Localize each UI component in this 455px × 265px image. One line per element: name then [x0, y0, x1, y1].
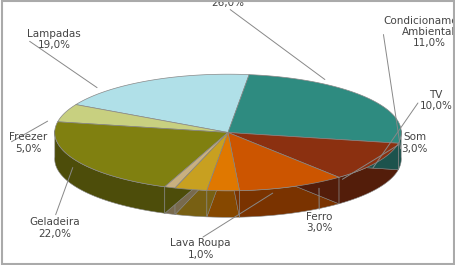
Polygon shape: [228, 132, 398, 170]
Polygon shape: [175, 132, 228, 214]
Text: Som
3,0%: Som 3,0%: [400, 132, 427, 154]
Polygon shape: [338, 143, 398, 204]
Polygon shape: [175, 188, 207, 217]
Polygon shape: [239, 177, 338, 217]
Polygon shape: [55, 122, 228, 187]
Text: Geladeira
22,0%: Geladeira 22,0%: [29, 217, 80, 238]
Text: Ferro
3,0%: Ferro 3,0%: [305, 212, 332, 233]
Polygon shape: [207, 132, 228, 217]
Polygon shape: [228, 75, 400, 143]
Polygon shape: [228, 132, 338, 204]
Polygon shape: [207, 132, 228, 217]
Text: Freezer
5,0%: Freezer 5,0%: [9, 132, 47, 154]
Text: Lampadas
19,0%: Lampadas 19,0%: [27, 29, 81, 50]
Polygon shape: [55, 131, 164, 213]
Polygon shape: [228, 132, 338, 204]
Text: Chuveiro
26,0%: Chuveiro 26,0%: [204, 0, 251, 8]
Polygon shape: [228, 132, 398, 177]
Polygon shape: [164, 187, 175, 214]
Polygon shape: [398, 130, 400, 170]
Polygon shape: [228, 132, 398, 170]
Polygon shape: [228, 132, 239, 217]
Polygon shape: [207, 132, 239, 191]
Text: Condicionamento
Ambiental
11,0%: Condicionamento Ambiental 11,0%: [382, 16, 455, 48]
Polygon shape: [164, 132, 228, 213]
Polygon shape: [228, 132, 338, 191]
Polygon shape: [57, 105, 228, 132]
Polygon shape: [76, 74, 248, 132]
Polygon shape: [175, 132, 228, 214]
Text: TV
10,0%: TV 10,0%: [419, 90, 451, 111]
Polygon shape: [175, 132, 228, 190]
Polygon shape: [207, 190, 239, 217]
Text: Lava Roupa
1,0%: Lava Roupa 1,0%: [170, 238, 230, 260]
Polygon shape: [164, 132, 228, 188]
Polygon shape: [164, 132, 228, 213]
Polygon shape: [228, 132, 239, 217]
